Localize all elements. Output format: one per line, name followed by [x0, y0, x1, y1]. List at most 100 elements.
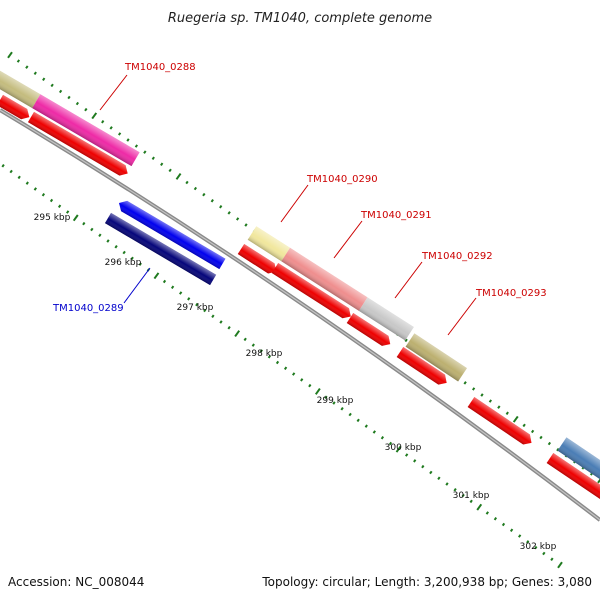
inner-scale-minor-tick: [251, 343, 255, 347]
kbp-label-299: 299 kbp: [317, 396, 354, 406]
inner-scale-minor-tick: [437, 476, 441, 480]
kbp-label-298: 298 kbp: [246, 349, 283, 359]
genome-backbone: [0, 108, 600, 522]
outer-scale-minor-tick: [505, 411, 509, 415]
outer-scale-minor-tick: [16, 59, 21, 63]
outer-scale-minor-tick: [244, 223, 248, 227]
outer-scale-minor-tick: [84, 107, 88, 112]
inner-scale-major-tick: [234, 330, 241, 337]
gene-label-0290[interactable]: TM1040_0290: [306, 174, 378, 185]
outer-scale-minor-tick: [556, 447, 560, 452]
map-title: Ruegeria sp. TM1040, complete genome: [168, 11, 432, 26]
outer-scale-minor-tick: [109, 126, 113, 130]
cds-forward-0290[interactable]: [237, 243, 280, 277]
inner-scale-major-tick: [72, 214, 79, 222]
cds-forward-0291[interactable]: [271, 262, 354, 322]
gene-label-0288[interactable]: TM1040_0288: [124, 62, 196, 73]
inner-scale-minor-tick: [421, 464, 425, 469]
outer-scale-minor-tick: [151, 156, 155, 160]
outer-scale-major-tick: [597, 478, 600, 484]
inner-scale-minor-tick: [364, 424, 368, 428]
inner-scale-minor-tick: [469, 499, 473, 504]
outer-scale-minor-tick: [539, 435, 543, 440]
gene-label-0292[interactable]: TM1040_0292: [421, 251, 493, 262]
inner-scale-minor-tick: [493, 517, 498, 521]
inner-scale-minor-tick: [372, 430, 377, 434]
inner-scale-minor-tick: [98, 233, 102, 237]
inner-scale-minor-tick: [17, 175, 21, 180]
outer-scale-minor-tick: [134, 144, 139, 148]
inner-scale-minor-tick: [170, 285, 175, 289]
leader-0290: [280, 184, 309, 223]
inner-scale-minor-tick: [114, 245, 118, 249]
kbp-label-302: 302 kbp: [520, 542, 557, 552]
inner-scale-major-tick: [476, 503, 483, 511]
inner-scale-minor-tick: [130, 256, 134, 261]
inner-scale-major-tick: [557, 561, 563, 569]
inner-scale-minor-tick: [162, 279, 167, 284]
inner-scale-minor-tick: [340, 407, 344, 411]
inner-scale-minor-tick: [388, 441, 393, 446]
cds-forward-track: [0, 94, 600, 505]
inner-scale-minor-tick: [550, 557, 554, 561]
gene-label-0291[interactable]: TM1040_0291: [360, 210, 432, 221]
inner-scale-minor-tick: [308, 383, 312, 388]
outer-scale-minor-tick: [33, 71, 37, 75]
cds-forward-0294[interactable]: [467, 397, 535, 448]
accession-text: Accession: NC_008044: [8, 575, 144, 589]
cds-forward-0293[interactable]: [396, 346, 450, 388]
inner-scale-minor-tick: [106, 239, 110, 243]
gene-feature-0290[interactable]: [247, 226, 414, 341]
outer-scale-minor-tick: [227, 211, 231, 215]
inner-scale-minor-tick: [41, 193, 46, 197]
inner-scale-minor-tick: [404, 453, 409, 457]
inner-scale-minor-tick: [211, 314, 215, 318]
outer-scale-minor-tick: [530, 429, 535, 434]
inner-scale-minor-tick: [332, 401, 336, 405]
gene-feature-0288[interactable]: [0, 69, 140, 167]
inner-scale-minor-tick: [9, 169, 13, 174]
outer-scale-minor-tick: [522, 423, 526, 428]
leader-0288: [99, 74, 128, 111]
inner-scale-minor-tick: [219, 320, 223, 324]
outer-scale-minor-tick: [497, 405, 501, 409]
kbp-label-301: 301 kbp: [453, 491, 490, 501]
gene-labels: TM1040_0288 TM1040_0289 TM1040_0290 TM10…: [52, 62, 547, 336]
outer-scale-minor-tick: [25, 65, 29, 69]
cds-forward-0292[interactable]: [346, 312, 394, 349]
outer-scale-minor-tick: [210, 199, 214, 203]
gene-label-0289[interactable]: TM1040_0289: [52, 303, 124, 314]
cds-forward-0288a[interactable]: [0, 94, 32, 123]
kbp-label-300: 300 kbp: [385, 443, 422, 453]
outer-scale-minor-tick: [404, 338, 408, 343]
inner-scale-minor-tick: [267, 355, 272, 359]
inner-scale-minor-tick: [300, 378, 304, 382]
inner-scale-minor-tick: [82, 221, 86, 226]
leader-0289: [123, 267, 151, 304]
inner-scale-minor-tick: [178, 291, 183, 295]
inner-scale-minor-tick: [203, 308, 207, 313]
gene-feature-0293[interactable]: [405, 333, 467, 382]
inner-scale-minor-tick: [1, 164, 5, 168]
inner-scale-minor-tick: [429, 470, 433, 475]
inner-scale-minor-tick: [485, 511, 490, 515]
outer-scale-major-tick: [175, 173, 182, 180]
inner-scale-minor-tick: [542, 551, 546, 556]
outer-scale-minor-tick: [42, 77, 46, 81]
cds-reverse-0289[interactable]: [104, 198, 226, 286]
gene-feature-right[interactable]: [557, 437, 600, 485]
inner-scale-minor-tick: [501, 522, 506, 527]
outer-scale-minor-tick: [471, 387, 476, 391]
inner-scale-minor-tick: [49, 198, 54, 203]
cds-forward-0288b[interactable]: [27, 111, 131, 179]
inner-scale-major-tick: [395, 445, 402, 453]
gene-label-0293[interactable]: TM1040_0293: [475, 288, 547, 299]
cds-forward-right[interactable]: [546, 453, 600, 505]
inner-scale-minor-tick: [380, 436, 385, 440]
inner-scale-minor-tick: [138, 262, 142, 266]
inner-scale-minor-tick: [122, 250, 126, 255]
inner-scale-minor-tick: [259, 349, 264, 353]
outer-scale-minor-tick: [75, 101, 80, 106]
outer-scale-major-tick: [7, 51, 13, 59]
